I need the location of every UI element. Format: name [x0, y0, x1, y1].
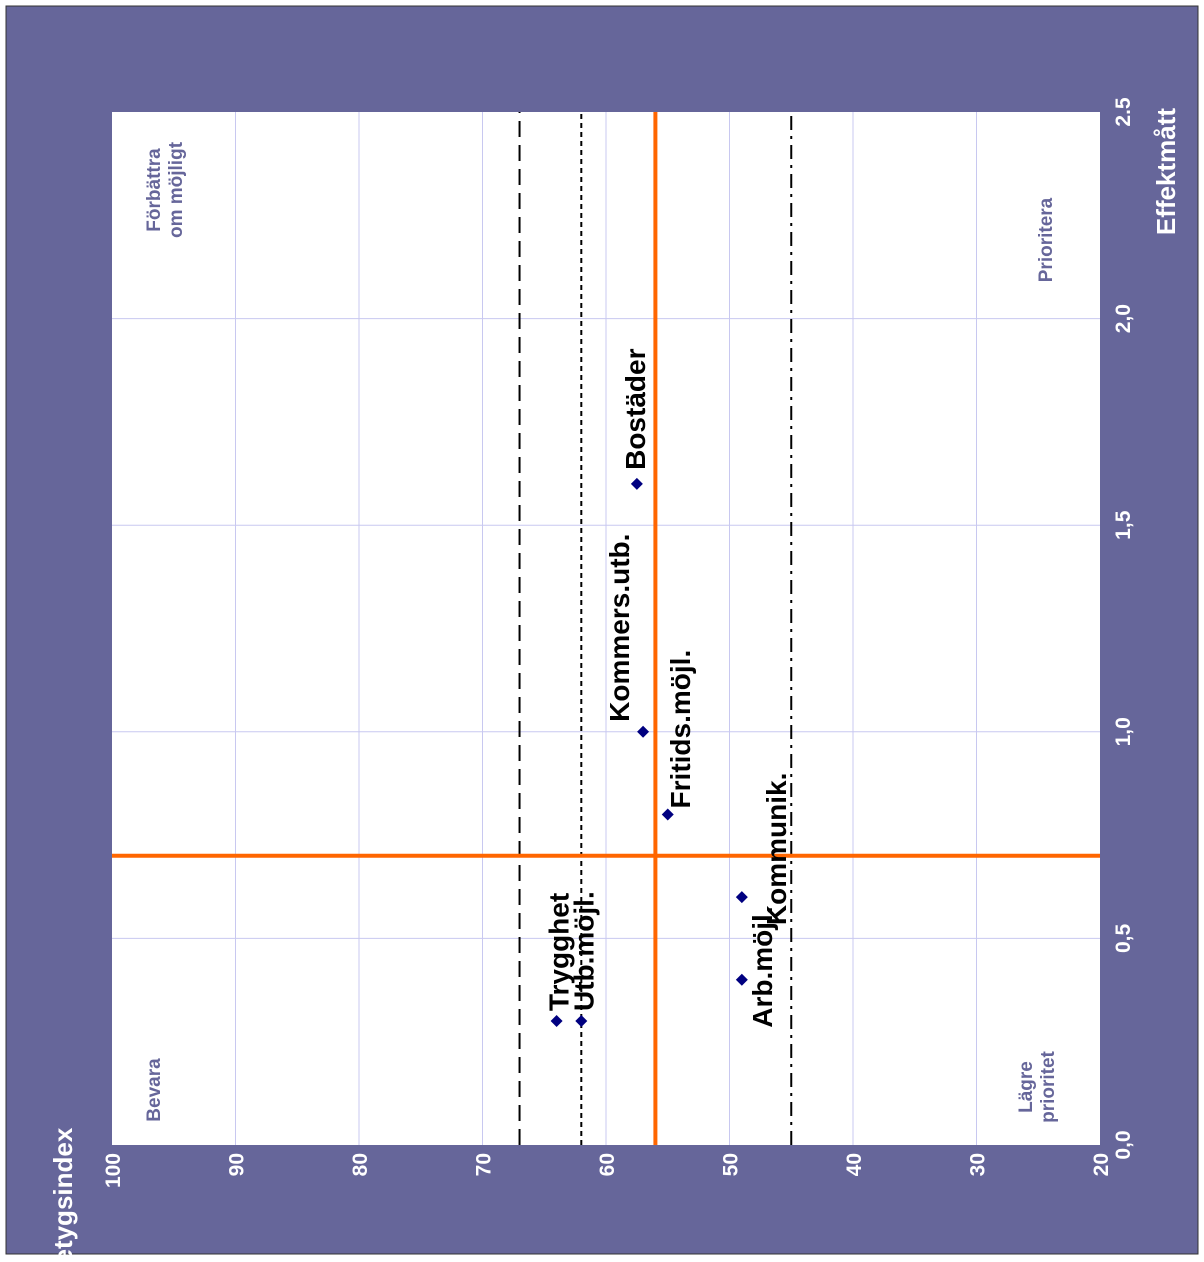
x-tick-label: 2,0	[1112, 304, 1135, 333]
data-point-label: Kommers.utb.	[604, 534, 635, 722]
y-tick-label: 50	[720, 1153, 743, 1176]
data-point-label: Trygghet	[544, 893, 575, 1011]
data-point-marker	[637, 725, 650, 738]
x-axis-title: Effektmått	[1151, 108, 1181, 235]
quadrant-label-line: Bevara	[144, 1058, 165, 1122]
quadrant-label-line: om möjligt	[166, 141, 187, 238]
x-tick-label: 2.5	[1112, 97, 1135, 127]
data-point-marker	[661, 808, 674, 821]
data-point-label: Bostäder	[620, 348, 651, 469]
y-axis-ticks: 100 90 80 70 60 50 40 30 20	[102, 1153, 1113, 1188]
gridlines	[112, 112, 1100, 1145]
y-tick-label: 80	[349, 1153, 372, 1176]
y-tick-label: 20	[1090, 1153, 1113, 1176]
x-tick-label: 1,5	[1112, 510, 1135, 540]
data-point-marker	[630, 477, 643, 490]
reference-lines	[112, 112, 1100, 1145]
data-point-label: Utb.möjl.	[568, 891, 599, 1011]
quadrant-label-bevara: Bevara	[144, 1058, 165, 1122]
y-axis-title: Betygsindex	[48, 1127, 78, 1262]
quadrant-labels: Förbättraom möjligt Prioritera Bevara Lä…	[144, 141, 1059, 1123]
y-tick-label: 100	[102, 1153, 125, 1188]
quadrant-label-line: Förbättra	[144, 148, 165, 232]
data-point-label: Arb.möjl.	[747, 906, 778, 1027]
data-point-label: Kommunik.	[761, 773, 792, 925]
quadrant-label-line: prioritet	[1038, 1050, 1059, 1122]
quadrant-label-prioritera: Prioritera	[1036, 197, 1057, 282]
quadrant-label-line: Lägre	[1016, 1061, 1037, 1113]
x-tick-label: 0,5	[1112, 923, 1135, 953]
y-tick-label: 40	[843, 1153, 866, 1176]
quadrant-label-forbattra: Förbättraom möjligt	[144, 141, 187, 238]
data-point-label: Fritids.möjl.	[665, 650, 696, 809]
y-tick-label: 90	[226, 1153, 249, 1176]
quadrant-label-line: Prioritera	[1036, 197, 1057, 282]
quadrant-label-lagre-prioritet: Lägreprioritet	[1016, 1050, 1059, 1122]
y-tick-label: 70	[473, 1153, 496, 1176]
x-tick-label: 0,0	[1112, 1130, 1135, 1159]
rotated-chart: Förbättraom möjligt Prioritera Bevara Lä…	[48, 97, 1181, 1262]
y-tick-label: 30	[967, 1153, 990, 1176]
x-tick-label: 1,0	[1112, 717, 1135, 746]
x-axis-ticks: 0,0 0,5 1,0 1,5 2,0 2.5	[1112, 97, 1135, 1160]
y-tick-label: 60	[596, 1153, 619, 1176]
